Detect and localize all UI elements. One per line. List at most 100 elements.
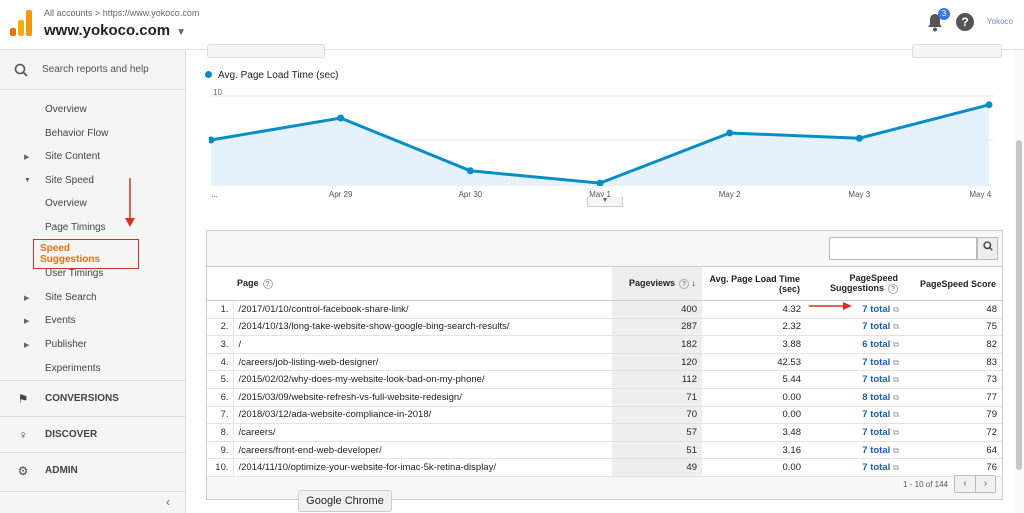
sidebar-item-speed-overview[interactable]: Overview xyxy=(45,198,87,209)
sort-desc-icon: ↓ xyxy=(691,278,697,289)
sidebar-item-page-timings[interactable]: Page Timings xyxy=(45,222,106,233)
page-link[interactable]: / xyxy=(233,335,612,354)
metric-selector[interactable] xyxy=(207,44,325,58)
external-link-icon[interactable]: ⧉ xyxy=(893,357,899,367)
sidebar-item-overview[interactable]: Overview xyxy=(45,104,87,115)
page-link[interactable]: /2014/11/10/optimize-your-website-for-im… xyxy=(233,458,612,477)
sidebar-item-site-content[interactable]: Site Content xyxy=(45,151,101,162)
data-point[interactable] xyxy=(466,167,474,175)
table-row[interactable]: 6./2015/03/09/website-refresh-vs-full-we… xyxy=(207,388,1002,407)
chevron-left-icon: ‹ xyxy=(166,495,170,509)
page-link[interactable]: /2015/03/09/website-refresh-vs-full-webs… xyxy=(233,388,612,407)
data-point[interactable] xyxy=(337,114,345,122)
suggestions-link[interactable]: 7 total ⧉ xyxy=(806,406,904,425)
table-row[interactable]: 7./2018/03/12/ada-website-compliance-in-… xyxy=(207,406,1002,425)
load-time-cell: 0.00 xyxy=(702,406,806,425)
chart-type-toggle[interactable] xyxy=(912,44,1002,58)
pagination-label: 1 - 10 of 144 xyxy=(903,479,948,489)
data-point[interactable] xyxy=(985,101,993,109)
table-row[interactable]: 10./2014/11/10/optimize-your-website-for… xyxy=(207,458,1002,477)
suggestions-link[interactable]: 7 total ⧉ xyxy=(806,353,904,372)
previous-page-button[interactable]: ‹ xyxy=(955,476,975,492)
section-discover[interactable]: ♀ DISCOVER xyxy=(0,416,186,452)
help-icon[interactable]: ? xyxy=(262,278,273,289)
analytics-logo[interactable] xyxy=(10,10,34,36)
sidebar-item-experiments[interactable]: Experiments xyxy=(45,363,101,374)
suggestions-link[interactable]: 7 total ⧉ xyxy=(806,423,904,442)
page-link[interactable]: /2014/10/13/long-take-website-show-googl… xyxy=(233,318,612,337)
load-time-cell: 4.32 xyxy=(702,300,806,319)
account-selector[interactable]: www.yokoco.com ▼ xyxy=(44,22,186,39)
page-link[interactable]: /careers/job-listing-web-designer/ xyxy=(233,353,612,372)
table-search-input[interactable] xyxy=(829,237,977,260)
sidebar: Search reports and help Overview Behavio… xyxy=(0,50,186,513)
page-link[interactable]: /2017/01/10/control-facebook-share-link/ xyxy=(233,300,612,319)
caret-right-icon[interactable]: ▶ xyxy=(24,318,30,325)
caret-right-icon[interactable]: ▶ xyxy=(24,342,30,349)
page-link[interactable]: /careers/ xyxy=(233,423,612,442)
sidebar-item-user-timings[interactable]: User Timings xyxy=(45,268,104,279)
help-icon[interactable]: ? xyxy=(678,278,689,289)
table-row[interactable]: 3./182 3.88 6 total ⧉ 82 xyxy=(207,335,1002,354)
page-link[interactable]: /2018/03/12/ada-website-compliance-in-20… xyxy=(233,406,612,425)
scrollbar[interactable] xyxy=(1014,50,1024,513)
external-link-icon[interactable]: ⧉ xyxy=(893,410,899,420)
external-link-icon[interactable]: ⧉ xyxy=(893,463,899,473)
table-row[interactable]: 5./2015/02/02/why-does-my-website-look-b… xyxy=(207,370,1002,389)
caret-down-icon[interactable]: ▼ xyxy=(24,177,31,184)
scrollbar-thumb[interactable] xyxy=(1016,140,1022,470)
sidebar-item-behavior-flow[interactable]: Behavior Flow xyxy=(45,128,109,139)
column-header-score[interactable]: PageSpeed Score xyxy=(904,266,1002,301)
suggestions-link[interactable]: 7 total ⧉ xyxy=(806,318,904,337)
sidebar-item-site-search[interactable]: Site Search xyxy=(45,292,97,303)
table-search-button[interactable] xyxy=(977,237,998,260)
external-link-icon[interactable]: ⧉ xyxy=(893,375,899,385)
collapse-sidebar-button[interactable]: ‹ xyxy=(0,491,186,513)
header-label: PageSpeed Score xyxy=(919,278,996,289)
data-point[interactable] xyxy=(726,129,734,137)
table-row[interactable]: 2./2014/10/13/long-take-website-show-goo… xyxy=(207,318,1002,337)
suggestions-link[interactable]: 7 total ⧉ xyxy=(806,370,904,389)
sidebar-item-site-speed[interactable]: Site Speed xyxy=(45,175,94,186)
column-header-load-time[interactable]: Avg. Page Load Time (sec) xyxy=(702,266,806,301)
suggestions-link[interactable]: 7 total ⧉ xyxy=(806,458,904,477)
sidebar-item-events[interactable]: Events xyxy=(45,315,76,326)
suggestions-link[interactable]: 7 total ⧉ xyxy=(806,300,904,319)
suggestions-link[interactable]: 6 total ⧉ xyxy=(806,335,904,354)
external-link-icon[interactable]: ⧉ xyxy=(893,304,899,314)
external-link-icon[interactable]: ⧉ xyxy=(893,427,899,437)
column-header-pageviews[interactable]: Pageviews? ↓ xyxy=(612,266,702,301)
external-link-icon[interactable]: ⧉ xyxy=(893,445,899,455)
table-row[interactable]: 9./careers/front-end-web-developer/51 3.1… xyxy=(207,441,1002,460)
data-point[interactable] xyxy=(596,179,604,186)
external-link-icon[interactable]: ⧉ xyxy=(893,322,899,332)
suggestions-link[interactable]: 8 total ⧉ xyxy=(806,388,904,407)
data-point[interactable] xyxy=(855,134,863,142)
next-page-button[interactable]: › xyxy=(975,476,995,492)
table-row[interactable]: 8./careers/57 3.48 7 total ⧉ 72 xyxy=(207,423,1002,442)
page-link[interactable]: /2015/02/02/why-does-my-website-look-bad… xyxy=(233,370,612,389)
external-link-icon[interactable]: ⧉ xyxy=(893,339,899,349)
avatar[interactable]: Yokoco xyxy=(986,10,1014,34)
external-link-icon[interactable]: ⧉ xyxy=(893,392,899,402)
score-cell: 48 xyxy=(904,300,1002,319)
caret-right-icon[interactable]: ▶ xyxy=(24,295,30,302)
caret-right-icon[interactable]: ▶ xyxy=(24,154,30,161)
column-header-suggestions[interactable]: PageSpeed Suggestions? xyxy=(806,266,904,301)
sidebar-item-publisher[interactable]: Publisher xyxy=(45,339,87,350)
help-icon[interactable]: ? xyxy=(888,283,898,294)
help-icon[interactable]: ? xyxy=(956,13,974,31)
breadcrumb[interactable]: All accounts > https://www.yokoco.com xyxy=(44,8,200,18)
chart-expand-toggle[interactable]: ▼ xyxy=(587,197,623,207)
suggestions-link[interactable]: 7 total ⧉ xyxy=(806,441,904,460)
page-link[interactable]: /careers/front-end-web-developer/ xyxy=(233,441,612,460)
table-row[interactable]: 4./careers/job-listing-web-designer/120 4… xyxy=(207,353,1002,372)
data-point[interactable] xyxy=(209,136,215,144)
notifications-button[interactable]: 3 xyxy=(926,8,950,32)
sidebar-item-speed-suggestions[interactable]: Speed Suggestions xyxy=(33,239,139,269)
table-row[interactable]: 1./2017/01/10/control-facebook-share-lin… xyxy=(207,300,1002,319)
sidebar-search[interactable]: Search reports and help xyxy=(0,50,185,90)
column-header-page[interactable]: Page? xyxy=(207,266,612,301)
section-conversions[interactable]: ⚑ CONVERSIONS xyxy=(0,380,186,416)
section-admin[interactable]: ⚙ ADMIN xyxy=(0,452,186,488)
